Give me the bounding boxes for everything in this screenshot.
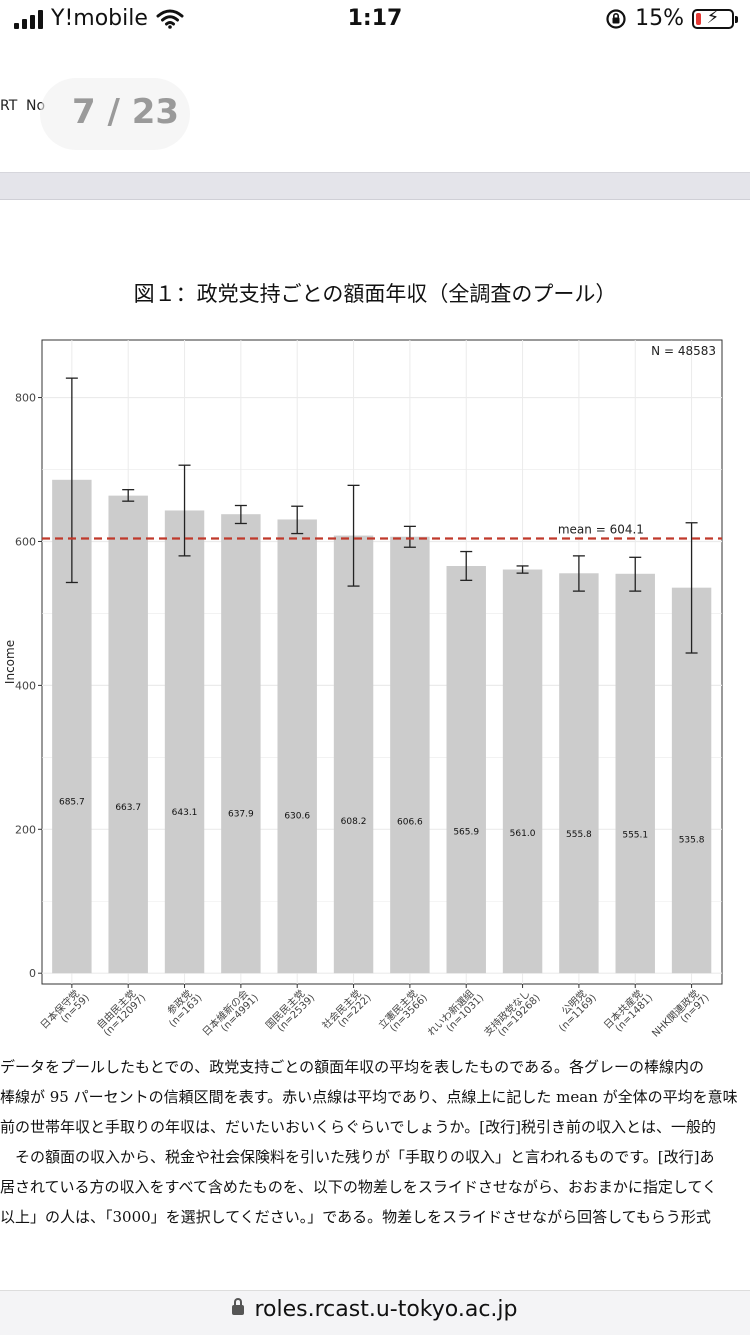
error-bar	[572, 555, 585, 592]
bar	[333, 535, 374, 974]
bar	[559, 573, 599, 974]
status-time: 1:17	[347, 6, 403, 31]
error-bar	[122, 489, 135, 502]
bar-value-label: 565.9	[453, 828, 479, 838]
error-bar	[65, 377, 78, 584]
error-bar	[460, 550, 473, 581]
signal-icon	[14, 9, 43, 29]
x-tick-label: 支持政党なし(n=19268)	[481, 987, 543, 1039]
bar-value-label: 663.7	[115, 803, 141, 813]
error-bar	[347, 484, 360, 587]
error-bar	[291, 505, 304, 535]
bar-value-label: 555.1	[622, 830, 648, 840]
x-tick-label: れいわ新選組(n=1031)	[425, 987, 487, 1039]
body-line: 以上」の人は、「3000」を選択してください。」である。物差しをスライドさせなが…	[0, 1208, 711, 1226]
y-tick-label: 0	[29, 967, 36, 980]
body-text: データをプールしたもとでの、政党支持ごとの額面年収の平均を表したものである。各グ…	[0, 1052, 750, 1232]
income-bar-chart: 685.7 663.7 643.1 637.9 630.6 608.2 606.6 565.9…	[3, 339, 723, 1040]
lock-icon	[232, 1298, 245, 1315]
error-bar	[685, 522, 698, 654]
tab-fragment: RT	[0, 98, 18, 114]
body-line: その額面の収入から、税金や社会保険料を引いた残りが「手取りの収入」と言われるもの…	[0, 1148, 715, 1166]
y-tick-label: 400	[15, 679, 36, 692]
body-line: 居されている方の収入をすべて含めたものを、以下の物差しをスライドさせながら、おお…	[0, 1178, 718, 1196]
error-bar	[178, 464, 191, 557]
body-line: データをプールしたもとでの、政党支持ごとの額面年収の平均を表したものである。各グ…	[0, 1058, 704, 1076]
x-tick-label: 公明党(n=1169)	[557, 987, 599, 1034]
x-tick-label: 国民民主党(n=2539)	[263, 987, 318, 1034]
bar-value-label: 637.9	[228, 810, 254, 820]
y-tick-label: 800	[15, 392, 36, 405]
error-bar	[234, 504, 247, 525]
x-tick-label: 自由民主党(n=12097)	[94, 987, 149, 1039]
battery-icon: ⚡	[692, 7, 738, 29]
bar-value-label: 555.8	[566, 830, 592, 840]
page-indicator	[40, 78, 190, 150]
bar-value-label: 608.2	[341, 817, 367, 827]
body-line: 前の世帯年収と手取りの年収は、だいたいおいくらぐらいでしょうか。[改行]税引き前…	[0, 1118, 716, 1136]
x-tick-label: 社会民主党(n=222)	[319, 987, 374, 1032]
bar-value-label: 606.6	[397, 817, 423, 827]
x-tick-label: 日本維新の会(n=4991)	[199, 987, 261, 1039]
mean-label: mean = 604.1	[558, 523, 644, 537]
wifi-icon	[156, 9, 184, 29]
browser-address-bar[interactable]: roles.rcast.u-tokyo.ac.jp	[0, 1290, 750, 1335]
y-axis-label: Income	[3, 640, 17, 684]
bar	[390, 536, 430, 974]
figure-title: 図１：政党支持ごとの額面年収（全調査のプール）	[133, 282, 617, 306]
bar	[446, 566, 486, 974]
bar-value-label: 685.7	[59, 798, 85, 808]
bar	[502, 569, 543, 974]
page-separator	[0, 172, 750, 200]
page-indicator-label: 7 / 23	[72, 92, 180, 132]
x-tick-label: 日本共産党(n=1481)	[601, 987, 656, 1034]
bar	[108, 495, 148, 974]
x-tick-label: NHK関連政党(n=97)	[649, 987, 712, 1040]
x-tick-label: 日本保守党(n=59)	[37, 987, 92, 1032]
battery-percent: 15%	[635, 6, 684, 31]
status-bar: Y!mobile 1:17 15% ⚡	[0, 0, 750, 40]
bar-value-label: 535.8	[679, 835, 705, 845]
error-bar	[629, 556, 642, 592]
body-line: 棒線が 95 パーセントの信頼区間を表す。赤い点線は平均であり、点線上に記した …	[0, 1088, 738, 1106]
bar	[221, 514, 261, 974]
error-bar	[516, 565, 529, 574]
x-tick-label: 立憲民主党(n=3566)	[375, 987, 430, 1034]
bar-value-label: 643.1	[172, 808, 198, 818]
bar	[277, 519, 317, 974]
sample-size-label: N = 48583	[651, 344, 716, 358]
bar-value-label: 561.0	[510, 829, 536, 839]
x-tick-label: 参政党(n=163)	[164, 987, 204, 1030]
y-tick-label: 200	[15, 823, 36, 836]
orientation-lock-icon	[606, 8, 626, 29]
url-text[interactable]: roles.rcast.u-tokyo.ac.jp	[254, 1297, 518, 1322]
bar	[615, 573, 655, 974]
plot-panel	[41, 339, 723, 985]
bar	[164, 510, 205, 974]
carrier-label: Y!mobile	[51, 6, 148, 31]
y-tick-label: 600	[15, 535, 36, 548]
error-bar	[403, 525, 416, 548]
bar-value-label: 630.6	[284, 811, 310, 821]
